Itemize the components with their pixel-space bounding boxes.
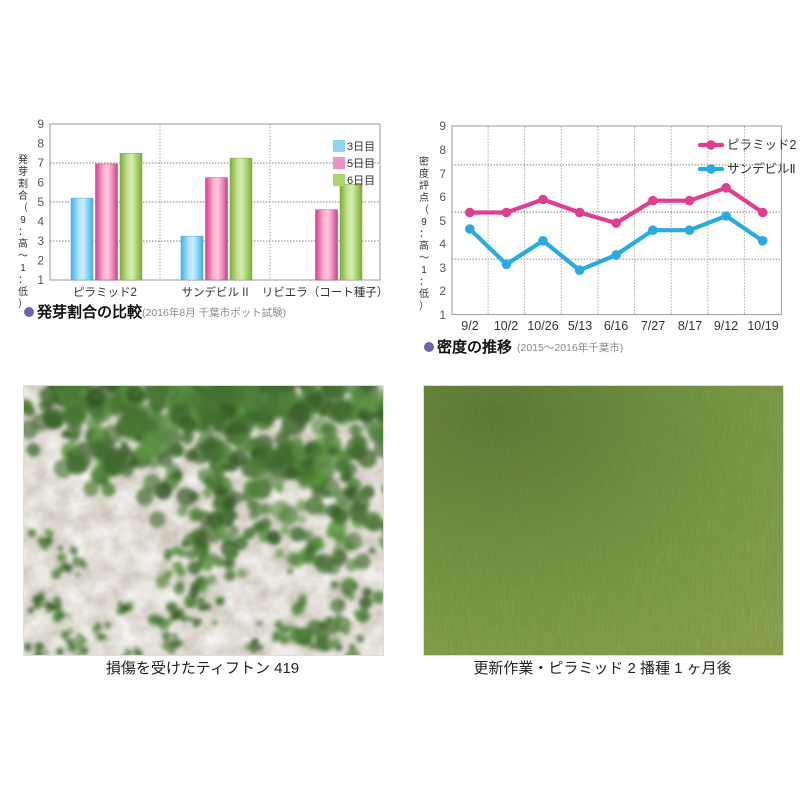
svg-text:：: ： — [18, 275, 28, 286]
svg-text:（: （ — [419, 204, 429, 216]
svg-text:7: 7 — [37, 156, 44, 170]
svg-text:1: 1 — [37, 273, 44, 287]
svg-text:5: 5 — [37, 195, 44, 209]
svg-text:サンデビル II: サンデビル II — [181, 285, 248, 299]
svg-text:7/27: 7/27 — [641, 319, 665, 333]
svg-text:(2015～2016年千葉市): (2015～2016年千葉市) — [517, 341, 623, 354]
svg-text:9/2: 9/2 — [461, 319, 478, 333]
svg-text:6: 6 — [439, 190, 446, 204]
svg-text:）: ） — [18, 298, 28, 310]
svg-text:低: 低 — [419, 287, 429, 300]
svg-text:9: 9 — [439, 119, 446, 133]
svg-text:1: 1 — [20, 263, 26, 274]
svg-text:〜: 〜 — [18, 251, 28, 262]
svg-text:1: 1 — [421, 265, 427, 276]
svg-text:9: 9 — [20, 215, 26, 226]
svg-text:10/26: 10/26 — [527, 319, 558, 333]
svg-text:〜: 〜 — [419, 253, 429, 264]
svg-text:）: ） — [419, 300, 429, 312]
svg-text:3: 3 — [439, 261, 446, 275]
svg-text:サンデビルⅡ: サンデビルⅡ — [727, 161, 796, 176]
svg-text:度: 度 — [419, 167, 429, 180]
svg-text:(2016年8月 千葉市ポット試験): (2016年8月 千葉市ポット試験) — [142, 306, 286, 319]
svg-text:密度の推移: 密度の推移 — [437, 338, 512, 356]
svg-text:4: 4 — [37, 215, 44, 229]
svg-text:8: 8 — [439, 143, 446, 157]
svg-text:ピラミッド2: ピラミッド2 — [73, 286, 137, 299]
svg-text:2: 2 — [439, 284, 446, 298]
svg-text:10/2: 10/2 — [494, 319, 518, 333]
svg-text:5日目: 5日目 — [347, 158, 375, 170]
svg-text:8/17: 8/17 — [678, 319, 702, 333]
svg-text:9: 9 — [37, 117, 44, 131]
svg-text:5: 5 — [439, 214, 446, 228]
svg-text:発: 発 — [18, 153, 28, 166]
svg-text:発芽割合の比較: 発芽割合の比較 — [36, 303, 143, 321]
svg-text:芽: 芽 — [18, 165, 28, 178]
svg-text:：: ： — [419, 229, 429, 240]
svg-text:ピラミッド2: ピラミッド2 — [727, 138, 797, 152]
svg-text:リビエラ（コート種子）: リビエラ（コート種子） — [262, 285, 389, 299]
svg-text:4: 4 — [439, 237, 446, 251]
svg-text:10/19: 10/19 — [747, 319, 778, 333]
svg-text:密: 密 — [419, 155, 429, 168]
svg-text:高: 高 — [18, 237, 28, 250]
svg-text:9/12: 9/12 — [714, 319, 738, 333]
svg-text:5/13: 5/13 — [568, 319, 592, 333]
svg-text:2: 2 — [37, 254, 44, 268]
svg-text:（: （ — [18, 202, 28, 214]
svg-text:評: 評 — [419, 179, 429, 192]
svg-text:8: 8 — [37, 137, 44, 151]
svg-text:3: 3 — [37, 234, 44, 248]
svg-text:割: 割 — [18, 177, 28, 190]
svg-text:7: 7 — [439, 167, 446, 181]
svg-text:点: 点 — [419, 192, 429, 204]
svg-text:1: 1 — [439, 308, 446, 322]
svg-text:6: 6 — [37, 176, 44, 190]
svg-text:9: 9 — [421, 217, 427, 228]
svg-text:3日目: 3日目 — [347, 141, 375, 153]
svg-text:：: ： — [419, 277, 429, 288]
svg-text:合: 合 — [18, 189, 28, 202]
svg-text:高: 高 — [419, 239, 429, 252]
svg-text:6日目: 6日目 — [347, 175, 375, 187]
svg-text:：: ： — [18, 227, 28, 238]
svg-text:6/16: 6/16 — [604, 319, 628, 333]
svg-text:低: 低 — [18, 285, 28, 298]
